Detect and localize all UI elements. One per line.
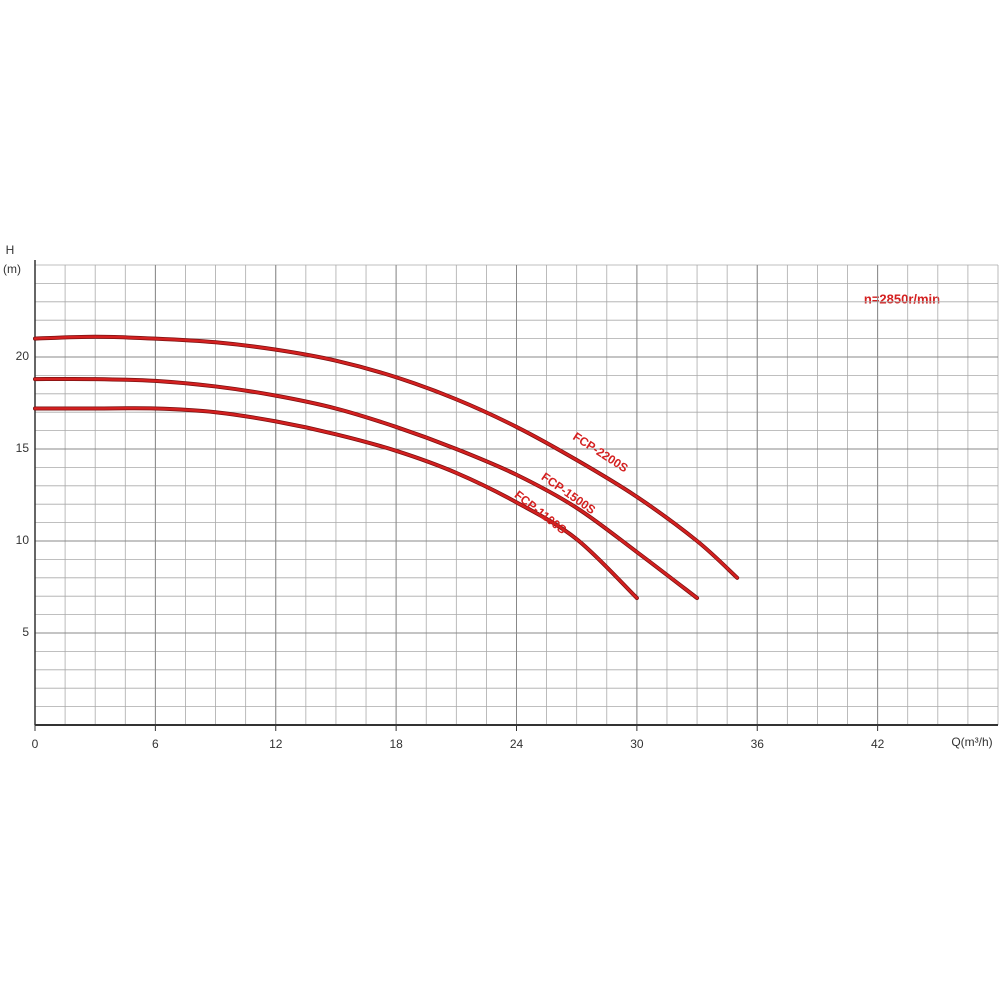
annotation: n=2850r/min xyxy=(864,291,940,306)
x-tick-label: 0 xyxy=(32,737,39,751)
x-tick-label: 30 xyxy=(630,737,644,751)
series-label: FCP-2200S xyxy=(570,429,630,475)
y-axis-label: H xyxy=(6,243,15,257)
curve xyxy=(33,377,699,600)
curve xyxy=(33,335,739,580)
y-tick-label: 20 xyxy=(16,349,30,363)
x-tick-label: 24 xyxy=(510,737,524,751)
x-tick-label: 6 xyxy=(152,737,159,751)
y-tick-label: 5 xyxy=(22,625,29,639)
x-axis-label: Q(m³/h) xyxy=(951,735,992,749)
x-tick-label: 42 xyxy=(871,737,885,751)
y-tick-label: 15 xyxy=(16,441,30,455)
curve xyxy=(33,407,639,600)
y-axis-unit: (m) xyxy=(3,262,21,276)
x-tick-label: 12 xyxy=(269,737,283,751)
x-tick-label: 18 xyxy=(389,737,403,751)
y-tick-label: 10 xyxy=(16,533,30,547)
x-tick-label: 36 xyxy=(751,737,765,751)
